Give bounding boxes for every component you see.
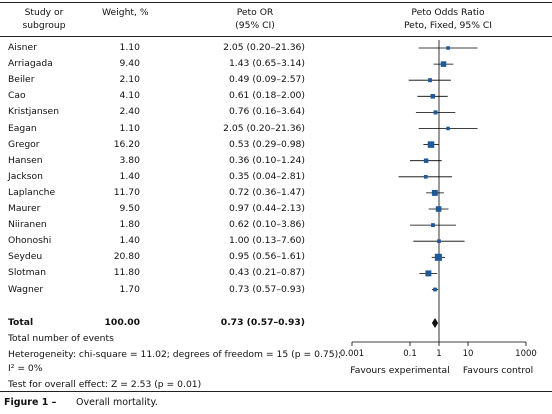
study-or-ci: 2.05 (0.20–21.36) — [223, 42, 305, 53]
study-marker — [423, 158, 429, 163]
favours-control-label: Favours control — [462, 365, 534, 376]
study-name: Ohonoshi — [8, 235, 52, 247]
study-weight: 2.10 — [119, 74, 140, 86]
study-marker — [423, 174, 428, 179]
study-or-ci: 0.72 (0.36–1.47) — [228, 186, 305, 198]
study-weight: 1.10 — [119, 42, 140, 53]
header-weight: Weight, % — [102, 7, 149, 18]
study-or-ci: 0.61 (0.18–2.00) — [228, 90, 305, 102]
total-label: Total — [8, 317, 34, 328]
study-or-ci: 0.62 (0.10–3.86) — [228, 219, 305, 231]
caption-label: Figure 1 – — [4, 397, 57, 408]
study-weight: 1.40 — [119, 170, 140, 182]
study-marker — [433, 287, 437, 292]
study-name: Gregor — [8, 138, 40, 150]
study-name: Slotman — [8, 267, 47, 279]
x-tick-label: 0.001 — [340, 349, 364, 359]
study-marker — [430, 94, 436, 99]
header-plot-line1: Peto Odds Ratio — [411, 7, 485, 18]
study-marker — [434, 253, 442, 261]
study-or-ci: 0.35 (0.04–2.81) — [228, 170, 305, 182]
study-weight: 9.40 — [119, 58, 140, 70]
study-or-ci: 0.95 (0.56–1.61) — [228, 251, 305, 263]
study-marker — [446, 46, 450, 50]
study-weight: 2.40 — [119, 106, 140, 118]
study-marker — [431, 189, 438, 196]
footnote-i2: I² = 0% — [8, 363, 43, 374]
x-tick-label: 1 — [436, 349, 441, 359]
header-study-line2: subgroup — [22, 20, 66, 31]
header-or-line2: (95% CI) — [235, 20, 275, 31]
study-marker — [435, 206, 442, 212]
study-name: Maurer — [8, 203, 41, 214]
study-name: Arriagada — [8, 58, 53, 70]
x-tick-label: 0.1 — [403, 349, 417, 359]
study-marker — [427, 141, 435, 148]
header-or-line1: Peto OR — [236, 7, 274, 18]
study-name: Seydeu — [8, 251, 43, 263]
top-rule — [0, 2, 552, 3]
footnote-heterogeneity: Heterogeneity: chi-square = 11.02; degre… — [8, 349, 342, 360]
study-weight: 11.80 — [113, 267, 140, 279]
study-marker — [440, 61, 447, 67]
study-or-ci: 0.73 (0.57–0.93) — [228, 283, 305, 295]
total-or-ci: 0.73 (0.57–0.93) — [220, 317, 305, 328]
x-tick-label: 10 — [463, 349, 474, 359]
header-rule — [0, 36, 552, 37]
caption-text: Overall mortality. — [76, 397, 158, 408]
header-study-line1: Study or — [24, 7, 64, 18]
study-name: Jackson — [8, 170, 43, 182]
study-weight: 1.40 — [119, 235, 140, 247]
study-or-ci: 0.97 (0.44–2.13) — [228, 203, 305, 214]
study-marker — [428, 78, 432, 83]
study-weight: 16.20 — [113, 138, 140, 150]
pooled-diamond — [431, 318, 439, 328]
study-or-ci: 0.76 (0.16–3.64) — [228, 106, 305, 118]
total-weight: 100.00 — [104, 317, 140, 328]
study-weight: 1.70 — [119, 283, 140, 295]
study-weight: 11.70 — [113, 186, 140, 198]
study-name: Niiranen — [8, 219, 47, 231]
header-plot-line2: Peto, Fixed, 95% CI — [403, 20, 493, 31]
study-name: Eagan — [8, 122, 37, 134]
study-or-ci: 0.36 (0.10–1.24) — [228, 154, 305, 166]
study-name: Aisner — [8, 42, 37, 53]
study-marker — [425, 270, 432, 277]
study-marker — [437, 239, 441, 244]
study-name: Kristjansen — [8, 106, 60, 118]
favours-experimental-label: Favours experimental — [350, 365, 450, 376]
study-name: Beiler — [8, 74, 35, 86]
study-or-ci: 2.05 (0.20–21.36) — [223, 122, 305, 134]
study-weight: 20.80 — [113, 251, 140, 263]
study-marker — [433, 110, 438, 115]
study-weight: 1.80 — [119, 219, 140, 231]
study-name: Laplanche — [8, 186, 56, 198]
footnote-events: Total number of events — [8, 333, 114, 344]
study-name: Hansen — [8, 154, 43, 166]
bottom-rule — [0, 391, 552, 392]
study-or-ci: 0.43 (0.21–0.87) — [228, 267, 305, 279]
study-or-ci: 1.43 (0.65–3.14) — [228, 58, 305, 70]
x-tick-label: 1000 — [515, 349, 537, 359]
study-marker — [431, 223, 435, 228]
study-weight: 1.10 — [119, 122, 140, 134]
study-or-ci: 0.49 (0.09–2.57) — [228, 74, 305, 86]
study-weight: 3.80 — [119, 154, 140, 166]
study-name: Cao — [8, 90, 26, 102]
footnote-overall-effect: Test for overall effect: Z = 2.53 (p = 0… — [8, 379, 202, 390]
study-or-ci: 1.00 (0.13–7.60) — [228, 235, 305, 247]
study-name: Wagner — [8, 283, 44, 295]
study-or-ci: 0.53 (0.29–0.98) — [228, 138, 305, 150]
study-weight: 9.50 — [119, 203, 140, 214]
study-marker — [446, 126, 450, 131]
study-weight: 4.10 — [119, 90, 140, 102]
